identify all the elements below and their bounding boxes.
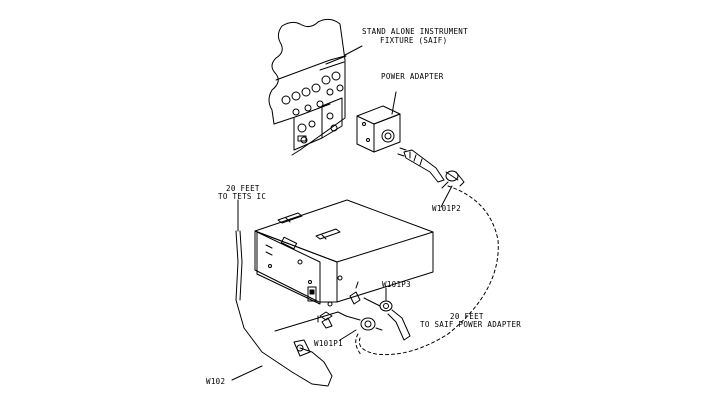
label-power-adapter: POWER ADAPTER [381,72,444,81]
leader-lines [232,186,452,380]
label-feet-saif-line1: 20 FEET [450,312,484,321]
label-feet-tets-line1: 20 FEET [226,184,260,193]
label-feet-saif-line2: TO SAIF POWER ADAPTER [420,320,522,329]
tets-case [255,200,433,304]
cables [236,186,498,386]
label-saif-line2: FIXTURE (SAIF) [380,36,448,45]
saif-connectors [282,72,343,115]
saif-fixture [269,19,362,155]
label-w101p2: W101P2 [432,204,461,213]
case-connectors [320,298,410,340]
label-w102: W102 [206,377,226,386]
label-saif-line1: STAND ALONE INSTRUMENT [362,27,468,36]
label-w101p3: W101P3 [382,280,411,289]
label-w101p1: W101P1 [314,339,343,348]
label-feet-tets-line2: TO TETS IC [218,192,267,201]
power-adapter [357,92,464,188]
